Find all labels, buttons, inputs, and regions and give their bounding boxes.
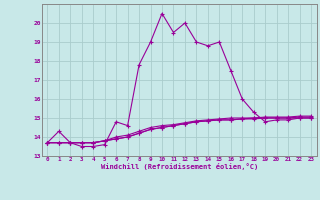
X-axis label: Windchill (Refroidissement éolien,°C): Windchill (Refroidissement éolien,°C): [100, 163, 258, 170]
